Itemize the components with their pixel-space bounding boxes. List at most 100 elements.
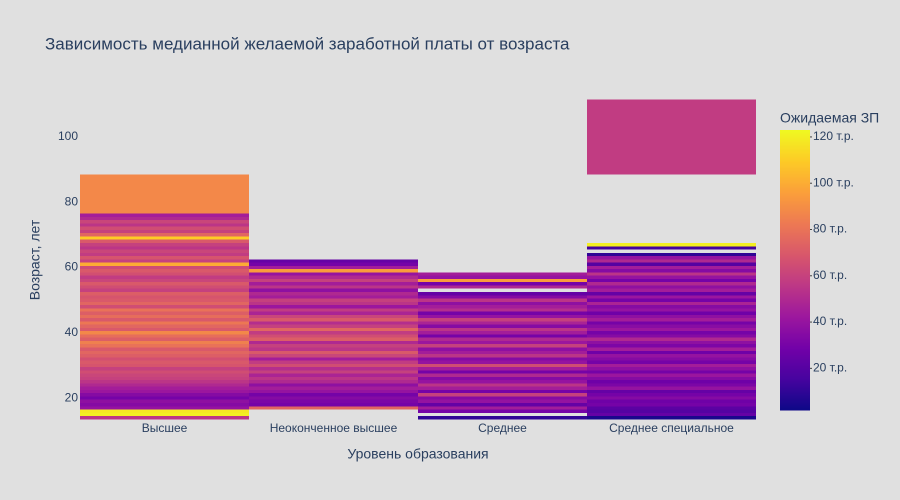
colorbar-segment [780,298,810,301]
heatmap-cell [418,331,587,335]
colorbar-segment [780,288,810,291]
colorbar-segment [780,170,810,173]
heatmap-cell [587,416,756,420]
heatmap-cell [587,406,756,410]
colorbar-segment [780,402,810,405]
colorbar-segment [780,366,810,369]
heatmap-cell [418,406,587,410]
colorbar-segment [780,256,810,259]
heatmap-cell [249,367,418,371]
colorbar-segment [780,394,810,397]
heatmap-cell [249,406,418,410]
heatmap-cell [80,327,249,332]
heatmap-cell [418,357,587,361]
heatmap-cell [418,285,587,289]
heatmap-cell [587,376,756,381]
heatmap-cell [418,324,587,328]
heatmap-cell [249,285,418,289]
colorbar-segment [780,240,810,243]
colorbar-segment [780,206,810,209]
heatmap-cell [249,305,418,309]
heatmap-cell [587,373,756,377]
heatmap-cell [418,334,587,338]
heatmap-cell [587,278,756,283]
heatmap-cell [249,259,418,263]
heatmap-cell [249,308,418,312]
heatmap-cell [587,246,756,250]
colorbar-segment [780,340,810,343]
y-tick-label: 80 [65,194,79,208]
colorbar-segment [780,384,810,387]
colorbar-segment [780,302,810,305]
heatmap-cell [80,334,249,338]
heatmap-cell [418,389,587,394]
colorbar-segment [780,174,810,177]
colorbar-segment [780,234,810,237]
heatmap-cell [249,318,418,322]
heatmap-cell [587,311,756,315]
heatmap-cell [80,269,249,273]
colorbar-segment [780,358,810,361]
colorbar-segment [780,232,810,235]
heatmap-cell [418,403,587,407]
colorbar-segment [780,388,810,391]
colorbar-segment [780,250,810,253]
heatmap-cell [249,360,418,364]
colorbar-segment [780,284,810,287]
colorbar-segment [780,134,810,137]
heatmap-cell [249,298,418,302]
heatmap-cell [587,265,756,270]
heatmap-cell [587,269,756,273]
colorbar-segment [780,286,810,289]
heatmap-cell [587,399,756,404]
colorbar-segment [780,360,810,363]
heatmap-cell [587,275,756,279]
heatmap-cell [80,344,249,348]
heatmap-cell [80,223,249,227]
heatmap-cell [587,340,756,345]
colorbar-segment [780,208,810,211]
colorbar-segment [780,210,810,213]
heatmap-cell [587,389,756,394]
colorbar-segment [780,168,810,171]
heatmap-cell [80,354,249,358]
heatmap-cell [587,291,756,296]
heatmap-cell [80,213,249,217]
heatmap-cell [249,282,418,286]
colorbar-tick-label: 60 т.р. [813,268,847,282]
heatmap-cell [249,389,418,394]
heatmap-cell [418,321,587,325]
heatmap-cell [80,416,249,420]
colorbar-tick-label: 80 т.р. [813,222,847,236]
heatmap-cell [249,269,418,273]
colorbar-segment [780,222,810,225]
colorbar-segment [780,236,810,239]
colorbar-segment [780,270,810,273]
colorbar-segment [780,386,810,389]
colorbar-segment [780,294,810,297]
heatmap-cell [80,363,249,368]
heatmap-cell [587,308,756,312]
colorbar-segment [780,196,810,199]
heatmap-cell [418,399,587,404]
heatmap-cell [587,324,756,328]
colorbar-segment [780,278,810,281]
heatmap-cell [587,344,756,348]
colorbar-segment [780,398,810,401]
heatmap-cell [80,272,249,276]
colorbar-segment [780,172,810,175]
colorbar-segment [780,276,810,279]
heatmap-cell [418,386,587,390]
colorbar-segment [780,322,810,325]
y-tick-label: 20 [65,390,79,404]
heatmap-cell [249,354,418,358]
heatmap-cell [80,262,249,266]
heatmap-cell [418,301,587,306]
colorbar-segment [780,258,810,261]
colorbar-segment [780,244,810,247]
heatmap-cell [587,282,756,286]
heatmap-cell [249,363,418,368]
heatmap-cell [80,347,249,351]
heatmap-cell [80,357,249,361]
heatmap-cell [80,282,249,286]
